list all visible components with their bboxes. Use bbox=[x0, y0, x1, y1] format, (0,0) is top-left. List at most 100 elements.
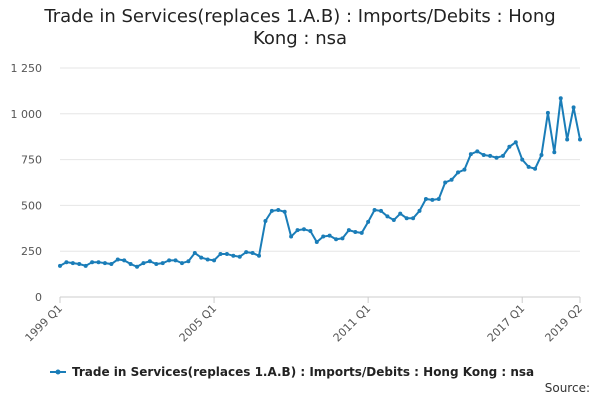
data-point bbox=[308, 229, 313, 234]
data-point bbox=[494, 155, 499, 160]
data-point bbox=[411, 216, 416, 221]
data-point bbox=[507, 144, 512, 149]
data-point bbox=[192, 251, 197, 256]
data-point bbox=[552, 150, 557, 155]
data-point bbox=[58, 263, 62, 268]
x-tick-label: 2017 Q1 bbox=[485, 302, 528, 345]
data-point bbox=[135, 264, 140, 269]
data-point bbox=[475, 149, 480, 154]
data-point bbox=[224, 251, 229, 256]
data-point bbox=[430, 197, 435, 202]
data-point bbox=[346, 228, 351, 233]
data-point bbox=[244, 250, 249, 255]
data-point bbox=[571, 105, 576, 110]
data-point bbox=[269, 208, 274, 213]
data-point bbox=[334, 237, 339, 242]
data-point bbox=[558, 96, 563, 101]
data-point bbox=[122, 258, 127, 263]
data-point bbox=[212, 258, 217, 263]
data-point bbox=[289, 234, 294, 239]
chart-title: Trade in Services(replaces 1.A.B) : Impo… bbox=[44, 6, 556, 49]
data-point bbox=[539, 153, 544, 158]
x-tick-label: 1999 Q1 bbox=[23, 302, 66, 345]
data-point bbox=[565, 137, 570, 142]
data-point bbox=[301, 227, 306, 232]
data-point bbox=[173, 258, 178, 263]
data-point bbox=[404, 216, 409, 221]
data-point bbox=[167, 258, 172, 263]
data-point bbox=[231, 253, 236, 258]
data-point bbox=[257, 253, 262, 258]
data-point bbox=[340, 236, 345, 241]
data-point bbox=[154, 262, 159, 267]
data-point bbox=[90, 260, 95, 265]
legend-marker bbox=[55, 369, 61, 375]
data-point bbox=[263, 218, 268, 223]
data-point bbox=[417, 208, 422, 213]
x-tick-label: 2019 Q2 bbox=[543, 302, 586, 345]
data-point bbox=[237, 254, 242, 259]
data-point bbox=[513, 140, 518, 145]
data-point bbox=[276, 207, 281, 212]
data-point bbox=[545, 110, 550, 115]
data-point bbox=[462, 167, 467, 172]
data-point bbox=[321, 234, 326, 239]
data-point bbox=[378, 208, 383, 213]
data-point bbox=[83, 263, 88, 268]
data-point bbox=[488, 153, 493, 158]
data-point bbox=[295, 228, 300, 233]
data-point bbox=[179, 261, 184, 266]
data-point bbox=[359, 230, 364, 235]
data-point bbox=[436, 196, 441, 201]
y-tick-label: 1 250 bbox=[11, 62, 43, 75]
data-point bbox=[468, 152, 473, 157]
data-point bbox=[115, 257, 120, 262]
data-point bbox=[77, 262, 82, 267]
data-point bbox=[353, 229, 358, 234]
data-point bbox=[199, 255, 204, 260]
data-point bbox=[526, 164, 531, 169]
data-point bbox=[481, 153, 486, 158]
x-tick-label: 2011 Q1 bbox=[331, 302, 374, 345]
y-tick-label: 0 bbox=[35, 291, 42, 304]
data-point bbox=[372, 207, 377, 212]
data-point bbox=[102, 261, 107, 266]
data-point bbox=[141, 261, 146, 266]
data-point bbox=[147, 259, 152, 264]
data-point bbox=[456, 170, 461, 175]
data-point bbox=[282, 209, 287, 214]
data-point bbox=[423, 196, 428, 201]
data-point bbox=[366, 219, 371, 224]
data-point bbox=[64, 260, 69, 265]
source: Source: bbox=[545, 381, 590, 395]
legend-label: Trade in Services(replaces 1.A.B) : Impo… bbox=[72, 365, 534, 379]
data-point bbox=[96, 260, 101, 265]
data-point bbox=[128, 262, 133, 267]
data-point bbox=[314, 240, 319, 245]
data-point bbox=[205, 257, 210, 262]
data-point bbox=[250, 251, 255, 256]
data-point bbox=[327, 233, 332, 238]
y-tick-label: 750 bbox=[21, 154, 42, 167]
data-point bbox=[443, 180, 448, 185]
y-tick-label: 500 bbox=[21, 199, 42, 212]
data-point bbox=[391, 218, 396, 223]
data-point bbox=[385, 214, 390, 219]
data-point bbox=[70, 261, 75, 266]
data-point bbox=[398, 211, 403, 216]
y-tick-label: 1 000 bbox=[11, 108, 43, 121]
data-point bbox=[520, 157, 525, 162]
data-point bbox=[500, 153, 505, 158]
data-point bbox=[109, 262, 114, 267]
series-line bbox=[59, 98, 581, 268]
data-point bbox=[218, 251, 223, 256]
x-tick-label: 2005 Q1 bbox=[177, 302, 220, 345]
data-point bbox=[578, 137, 582, 142]
y-tick-label: 250 bbox=[21, 245, 42, 258]
data-point bbox=[449, 177, 454, 182]
data-point bbox=[160, 261, 165, 266]
data-point bbox=[186, 259, 191, 264]
data-point bbox=[533, 166, 538, 171]
